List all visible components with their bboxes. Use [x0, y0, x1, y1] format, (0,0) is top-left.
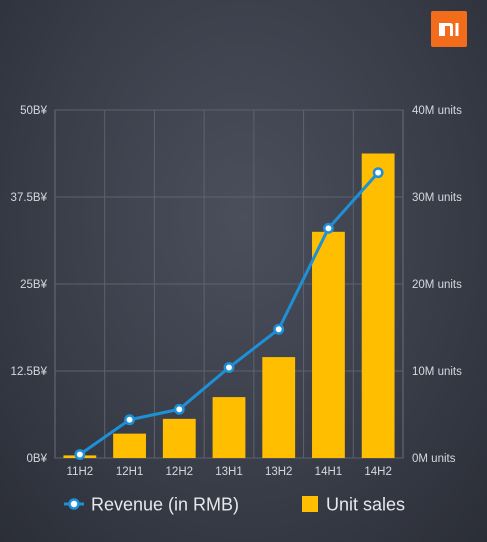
bars — [63, 153, 395, 458]
x-tick-label: 12H2 — [166, 466, 194, 478]
right-tick-label: 30M units — [412, 192, 462, 204]
left-tick-label: 50B¥ — [20, 105, 47, 117]
revenue-point — [372, 167, 384, 179]
revenue-point — [223, 362, 235, 373]
x-tick-label: 11H2 — [67, 466, 94, 478]
bar-unit-sales — [162, 418, 196, 458]
bar-unit-sales — [361, 153, 395, 458]
legend-label-revenue: Revenue (in RMB) — [91, 495, 239, 515]
right-tick-label: 40M units — [412, 105, 462, 117]
left-tick-label: 12.5B¥ — [11, 366, 48, 378]
x-tick-label: 13H1 — [215, 466, 243, 478]
right-tick-label: 10M units — [412, 366, 462, 378]
left-tick-label: 0B¥ — [27, 453, 48, 465]
legend: Revenue (in RMB) Unit sales — [64, 495, 405, 515]
revenue-line-layer — [74, 167, 384, 460]
right-tick-label: 20M units — [412, 279, 462, 291]
x-tick-label: 14H2 — [364, 466, 392, 478]
xiaomi-logo-icon — [439, 23, 459, 36]
x-tick-label: 12H1 — [116, 466, 144, 478]
x-tick-label: 14H1 — [315, 466, 343, 478]
bar-unit-sales — [312, 231, 345, 458]
bar-unit-sales — [212, 397, 246, 458]
revenue-point — [74, 449, 86, 460]
xiaomi-logo — [431, 11, 467, 47]
left-tick-label: 25B¥ — [20, 279, 47, 291]
revenue-point — [273, 323, 285, 335]
revenue-point — [173, 403, 185, 415]
legend-label-unit-sales: Unit sales — [326, 495, 405, 515]
bar-unit-sales — [262, 357, 296, 458]
axes: 0B¥ 12.5B¥ 25B¥ 37.5B¥ 50B¥ 0M units 10M units… — [11, 105, 463, 478]
bar-unit-sales — [113, 433, 146, 458]
x-tick-label: 13H2 — [265, 466, 293, 478]
legend-line-marker — [68, 498, 80, 510]
right-tick-label: 0M units — [412, 453, 456, 465]
revenue-point — [124, 414, 136, 426]
legend-bar-swatch — [302, 496, 318, 512]
left-tick-label: 37.5B¥ — [11, 192, 48, 204]
revenue-point — [322, 222, 334, 234]
